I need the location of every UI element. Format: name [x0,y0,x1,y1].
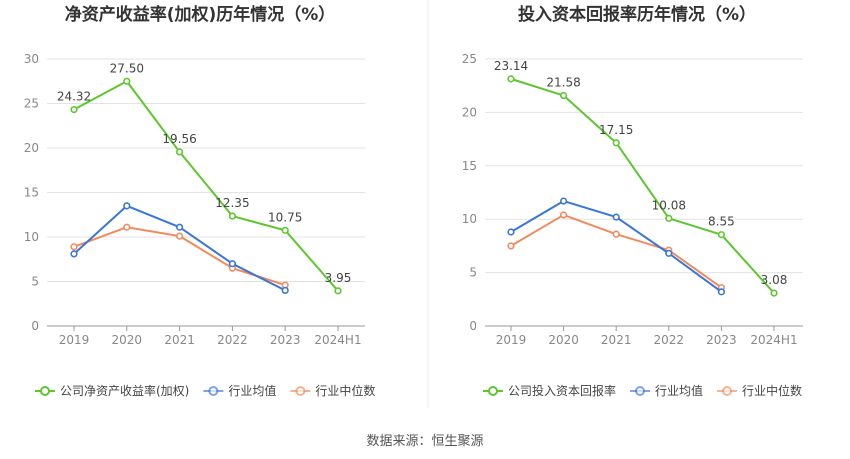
y-tick-label: 5 [469,266,477,280]
x-tick-label: 2023 [706,333,737,347]
data-point-2 [123,202,131,210]
data-point-1 [176,148,184,156]
data-label: 24.32 [57,90,91,104]
y-tick-label: 25 [24,97,39,111]
legend-label: 行业中位数 [742,383,802,398]
y-tick-label: 25 [462,52,477,66]
data-label: 10.08 [652,198,686,212]
x-tick-label: 2020 [548,333,579,347]
data-point-3 [176,232,184,240]
legend-label: 公司投入资本回报率 [508,383,616,398]
data-point-2 [176,223,184,231]
y-tick-label: 30 [24,52,39,66]
data-point-2 [559,197,568,205]
data-label: 17.15 [599,123,633,137]
data-point-2 [612,213,620,221]
data-point-1 [123,77,131,85]
y-tick-label: 15 [462,159,477,173]
data-point-2 [507,228,515,236]
data-label: 10.75 [268,210,302,224]
series-line-2 [73,204,286,292]
x-tick-label: 2021 [164,333,195,347]
data-label: 19.56 [162,132,196,146]
legend-swatch-marker [722,386,733,396]
chart-1: 净资产收益率(加权)历年情况（%） 0 5 10 15 20 25 30 2019 2020 202… [24,4,376,398]
series-line-1 [510,77,775,294]
legend-label: 行业中位数 [315,383,375,398]
data-point-1 [70,105,78,114]
data-point-1 [334,287,342,295]
data-source-note: 数据来源：恒生聚源 [366,434,484,449]
data-label: 27.50 [110,61,144,75]
data-point-1 [228,212,236,220]
data-point-1 [281,226,289,234]
data-label: 3.95 [325,271,352,285]
data-point-1 [770,289,778,297]
y-tick-label: 10 [24,230,39,244]
y-tick-label: 10 [462,212,477,226]
chart-2: 投入资本回报率历年情况（%） 0 5 10 15 20 25 2019 2020 2021 2022… [462,4,803,398]
legend-swatch-marker [208,386,219,396]
data-point-2 [228,260,236,268]
data-label: 8.55 [708,215,735,229]
y-tick-label: 0 [469,319,477,333]
data-point-2 [665,249,673,257]
x-tick-label: 2021 [601,333,632,347]
x-tick-label: 2022 [217,333,248,347]
data-point-3 [123,223,131,231]
data-point-3 [559,211,568,219]
legend-swatch-marker [295,386,306,396]
data-point-1 [507,75,515,83]
data-point-3 [70,243,78,251]
x-tick-label: 2024H1 [314,333,361,347]
data-label: 3.08 [761,273,788,287]
chart-title: 净资产收益率(加权)历年情况（%） [65,4,336,25]
y-tick-label: 20 [462,105,477,119]
data-point-1 [612,139,620,147]
data-point-2 [717,288,726,296]
legend-label: 行业均值 [655,383,703,398]
x-tick-label: 2019 [496,333,527,347]
y-tick-label: 5 [31,275,39,289]
x-tick-label: 2023 [270,333,301,347]
y-tick-label: 0 [31,319,39,333]
y-tick-label: 20 [24,141,39,155]
legend-label: 公司净资产收益率(加权) [60,383,189,398]
data-point-1 [717,231,726,239]
x-tick-label: 2020 [112,333,143,347]
data-label: 12.35 [215,196,249,210]
data-label: 23.14 [494,59,528,73]
data-label: 21.58 [546,76,580,90]
data-point-3 [507,242,515,250]
legend-swatch-marker [635,386,646,396]
legend-label: 行业均值 [228,383,276,398]
x-tick-label: 2022 [654,333,685,347]
data-point-3 [612,230,620,238]
data-point-1 [665,214,673,222]
x-tick-label: 2019 [59,333,90,347]
data-point-2 [281,286,289,295]
legend-swatch-marker [40,386,50,396]
y-tick-label: 15 [24,186,39,200]
data-point-1 [559,91,568,100]
series-line-1 [73,80,339,292]
data-point-2 [70,250,78,258]
legend-swatch-marker [488,386,498,396]
x-tick-label: 2024H1 [750,333,797,347]
chart-title: 投入资本回报率历年情况（%） [518,4,756,25]
